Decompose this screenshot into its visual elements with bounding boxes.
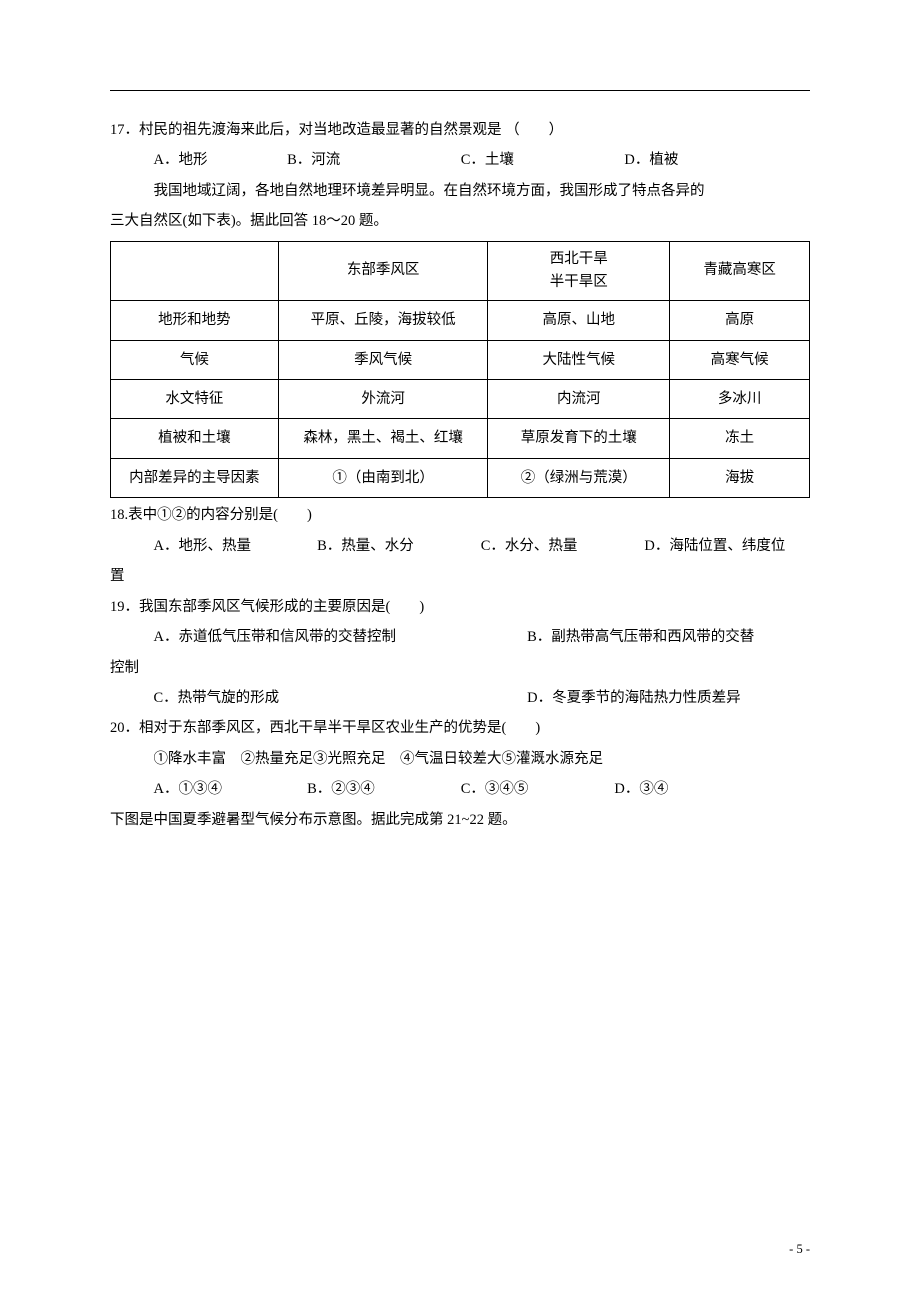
cell: 森林，黑土、褐土、红壤 bbox=[278, 419, 488, 458]
region-table: 东部季风区 西北干旱 半干旱区 青藏高寒区 地形和地势 平原、丘陵，海拔较低 高… bbox=[110, 241, 810, 499]
top-rule bbox=[110, 90, 810, 91]
q20-opt-b: B．②③④ bbox=[307, 774, 457, 804]
q18-opt-d: D．海陆位置、纬度位 bbox=[644, 531, 785, 561]
q18-options: A．地形、热量 B．热量、水分 C．水分、热量 D．海陆位置、纬度位 bbox=[110, 531, 810, 561]
q19-tail: 控制 bbox=[110, 653, 810, 683]
q20-options: A．①③④ B．②③④ C．③④⑤ D．③④ bbox=[110, 774, 810, 804]
cell: ②（绿洲与荒漠） bbox=[488, 458, 670, 497]
q17-opt-b: B．河流 bbox=[287, 145, 457, 175]
page-number: - 5 - bbox=[789, 1236, 810, 1262]
cell-head-c3a: 西北干旱 bbox=[550, 251, 608, 267]
q18-tail: 置 bbox=[110, 561, 810, 591]
q20-line2: ①降水丰富 ②热量充足③光照充足 ④气温日较差大⑤灌溉水源充足 bbox=[110, 744, 810, 774]
cell-head-c2: 东部季风区 bbox=[278, 241, 488, 300]
cell: 季风气候 bbox=[278, 340, 488, 379]
q19-opt-c: C．热带气旋的形成 bbox=[154, 683, 524, 713]
cell: 内流河 bbox=[488, 380, 670, 419]
q19-stem: 19．我国东部季风区气候形成的主要原因是( ) bbox=[110, 592, 810, 622]
cell: 海拔 bbox=[670, 458, 810, 497]
table-row: 气候 季风气候 大陆性气候 高寒气候 bbox=[111, 340, 810, 379]
cell-label: 内部差异的主导因素 bbox=[111, 458, 279, 497]
table-row: 植被和土壤 森林，黑土、褐土、红壤 草原发育下的土壤 冻土 bbox=[111, 419, 810, 458]
table-row: 水文特征 外流河 内流河 多冰川 bbox=[111, 380, 810, 419]
cell: 高原 bbox=[670, 301, 810, 340]
q17-opt-c: C．土壤 bbox=[461, 145, 621, 175]
cell-blank bbox=[111, 241, 279, 300]
cell: 冻土 bbox=[670, 419, 810, 458]
q18-opt-b: B．热量、水分 bbox=[317, 531, 477, 561]
cell: 高原、山地 bbox=[488, 301, 670, 340]
q18-opt-a: A．地形、热量 bbox=[154, 531, 314, 561]
intro18-line2: 三大自然区(如下表)。据此回答 18～20 题。 bbox=[110, 206, 810, 236]
q19-opt-b: B．副热带高气压带和西风带的交替 bbox=[527, 622, 754, 652]
intro21: 下图是中国夏季避暑型气候分布示意图。据此完成第 21~22 题。 bbox=[110, 805, 810, 835]
intro18-line1: 我国地域辽阔，各地自然地理环境差异明显。在自然环境方面，我国形成了特点各异的 bbox=[110, 176, 810, 206]
cell: 高寒气候 bbox=[670, 340, 810, 379]
q18-opt-c: C．水分、热量 bbox=[481, 531, 641, 561]
q18-stem: 18.表中①②的内容分别是( ) bbox=[110, 500, 810, 530]
cell: 草原发育下的土壤 bbox=[488, 419, 670, 458]
cell-label: 气候 bbox=[111, 340, 279, 379]
q19-opt-d: D．冬夏季节的海陆热力性质差异 bbox=[527, 683, 740, 713]
q19-options-ab: A．赤道低气压带和信风带的交替控制 B．副热带高气压带和西风带的交替 bbox=[110, 622, 810, 652]
cell-label: 植被和土壤 bbox=[111, 419, 279, 458]
cell: 外流河 bbox=[278, 380, 488, 419]
cell-head-c4: 青藏高寒区 bbox=[670, 241, 810, 300]
cell-label: 水文特征 bbox=[111, 380, 279, 419]
table-row: 东部季风区 西北干旱 半干旱区 青藏高寒区 bbox=[111, 241, 810, 300]
q17-stem: 17．村民的祖先渡海来此后，对当地改造最显著的自然景观是 （ ） bbox=[110, 115, 810, 145]
q19-opt-a: A．赤道低气压带和信风带的交替控制 bbox=[154, 622, 524, 652]
cell-label: 地形和地势 bbox=[111, 301, 279, 340]
q20-opt-d: D．③④ bbox=[614, 774, 668, 804]
q20-stem: 20．相对于东部季风区，西北干旱半干旱区农业生产的优势是( ) bbox=[110, 713, 810, 743]
cell: 平原、丘陵，海拔较低 bbox=[278, 301, 488, 340]
table-row: 内部差异的主导因素 ①（由南到北） ②（绿洲与荒漠） 海拔 bbox=[111, 458, 810, 497]
table-row: 地形和地势 平原、丘陵，海拔较低 高原、山地 高原 bbox=[111, 301, 810, 340]
q17-opt-a: A．地形 bbox=[154, 145, 284, 175]
cell-head-c3b: 半干旱区 bbox=[550, 274, 608, 290]
q20-opt-c: C．③④⑤ bbox=[461, 774, 611, 804]
q17-options: A．地形 B．河流 C．土壤 D．植被 bbox=[110, 145, 810, 175]
cell-head-c3: 西北干旱 半干旱区 bbox=[488, 241, 670, 300]
cell: 多冰川 bbox=[670, 380, 810, 419]
cell: ①（由南到北） bbox=[278, 458, 488, 497]
cell: 大陆性气候 bbox=[488, 340, 670, 379]
q20-opt-a: A．①③④ bbox=[154, 774, 304, 804]
q19-options-cd: C．热带气旋的形成 D．冬夏季节的海陆热力性质差异 bbox=[110, 683, 810, 713]
q17-opt-d: D．植被 bbox=[624, 145, 678, 175]
